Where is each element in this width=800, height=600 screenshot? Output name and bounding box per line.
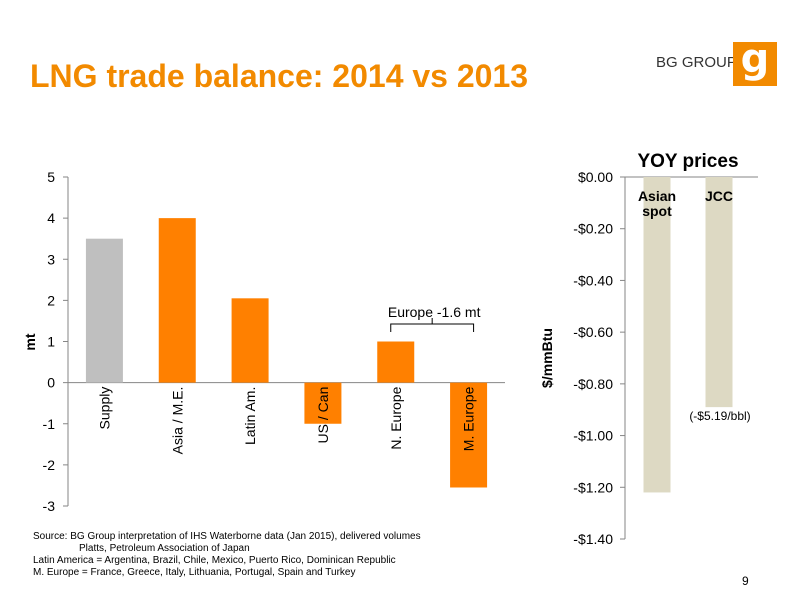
- source-line-3: Latin America = Argentina, Brazil, Chile…: [33, 555, 396, 566]
- yoy-y-tick-label: -$0.60: [573, 324, 613, 340]
- europe-annotation: Europe -1.6 mt: [388, 304, 481, 320]
- source-note: Source: BG Group interpretation of IHS W…: [33, 531, 421, 579]
- brand-name: BG GROUP: [656, 54, 737, 71]
- yoy-y-tick-label: -$0.80: [573, 376, 613, 392]
- y-tick-label: -3: [43, 498, 56, 514]
- y-tick-label: -2: [43, 457, 56, 473]
- y-axis-title: mt: [22, 333, 38, 350]
- europe-bracket: [390, 318, 475, 332]
- source-line-2: Platts, Petroleum Association of Japan: [79, 543, 250, 554]
- yoy-chart-title: YOY prices: [637, 151, 738, 172]
- page-number: 9: [742, 574, 749, 588]
- yoy-category-label: Asian: [638, 188, 676, 204]
- x-tick-label: N. Europe: [388, 386, 404, 449]
- y-tick-label: -1: [43, 416, 56, 432]
- bar-3: [231, 298, 269, 383]
- yoy-category-label: JCC: [705, 188, 733, 204]
- x-tick-label: US / Can: [315, 387, 331, 444]
- source-line-4: M. Europe = France, Greece, Italy, Lithu…: [33, 567, 356, 578]
- page-title: LNG trade balance: 2014 vs 2013: [30, 58, 529, 94]
- yoy-data-label: (-$5.19/bbl): [689, 409, 750, 423]
- bar-5: [377, 341, 415, 383]
- yoy-y-tick-label: -$0.40: [573, 272, 613, 288]
- yoy-bar-1: [643, 177, 671, 493]
- bar-6: [450, 382, 488, 488]
- yoy-y-tick-label: -$1.00: [573, 428, 613, 444]
- bar-2: [158, 218, 196, 383]
- x-tick-label: M. Europe: [461, 386, 477, 451]
- bar-4: [304, 382, 342, 424]
- y-tick-label: 1: [47, 334, 55, 350]
- yoy-y-tick-label: $0.00: [578, 169, 613, 185]
- x-tick-label: Latin Am.: [242, 387, 258, 445]
- x-tick-label: Supply: [96, 387, 112, 430]
- yoy-y-tick-label: -$1.40: [573, 531, 613, 547]
- yoy-bar-2: [705, 177, 733, 408]
- bg-logo-icon: g: [733, 36, 777, 86]
- y-tick-label: 0: [47, 375, 55, 391]
- yoy-category-label: spot: [642, 203, 672, 219]
- yoy-y-tick-label: -$0.20: [573, 221, 613, 237]
- yoy-y-axis-title: $/mmBtu: [539, 328, 555, 388]
- yoy-y-tick-label: -$1.20: [573, 479, 613, 495]
- y-tick-label: 3: [47, 251, 55, 267]
- bar-1: [85, 238, 123, 383]
- y-tick-label: 5: [47, 169, 55, 185]
- x-tick-label: Asia / M.E.: [169, 387, 185, 455]
- y-tick-label: 2: [47, 292, 55, 308]
- source-line-1: Source: BG Group interpretation of IHS W…: [33, 531, 421, 542]
- y-tick-label: 4: [47, 210, 55, 226]
